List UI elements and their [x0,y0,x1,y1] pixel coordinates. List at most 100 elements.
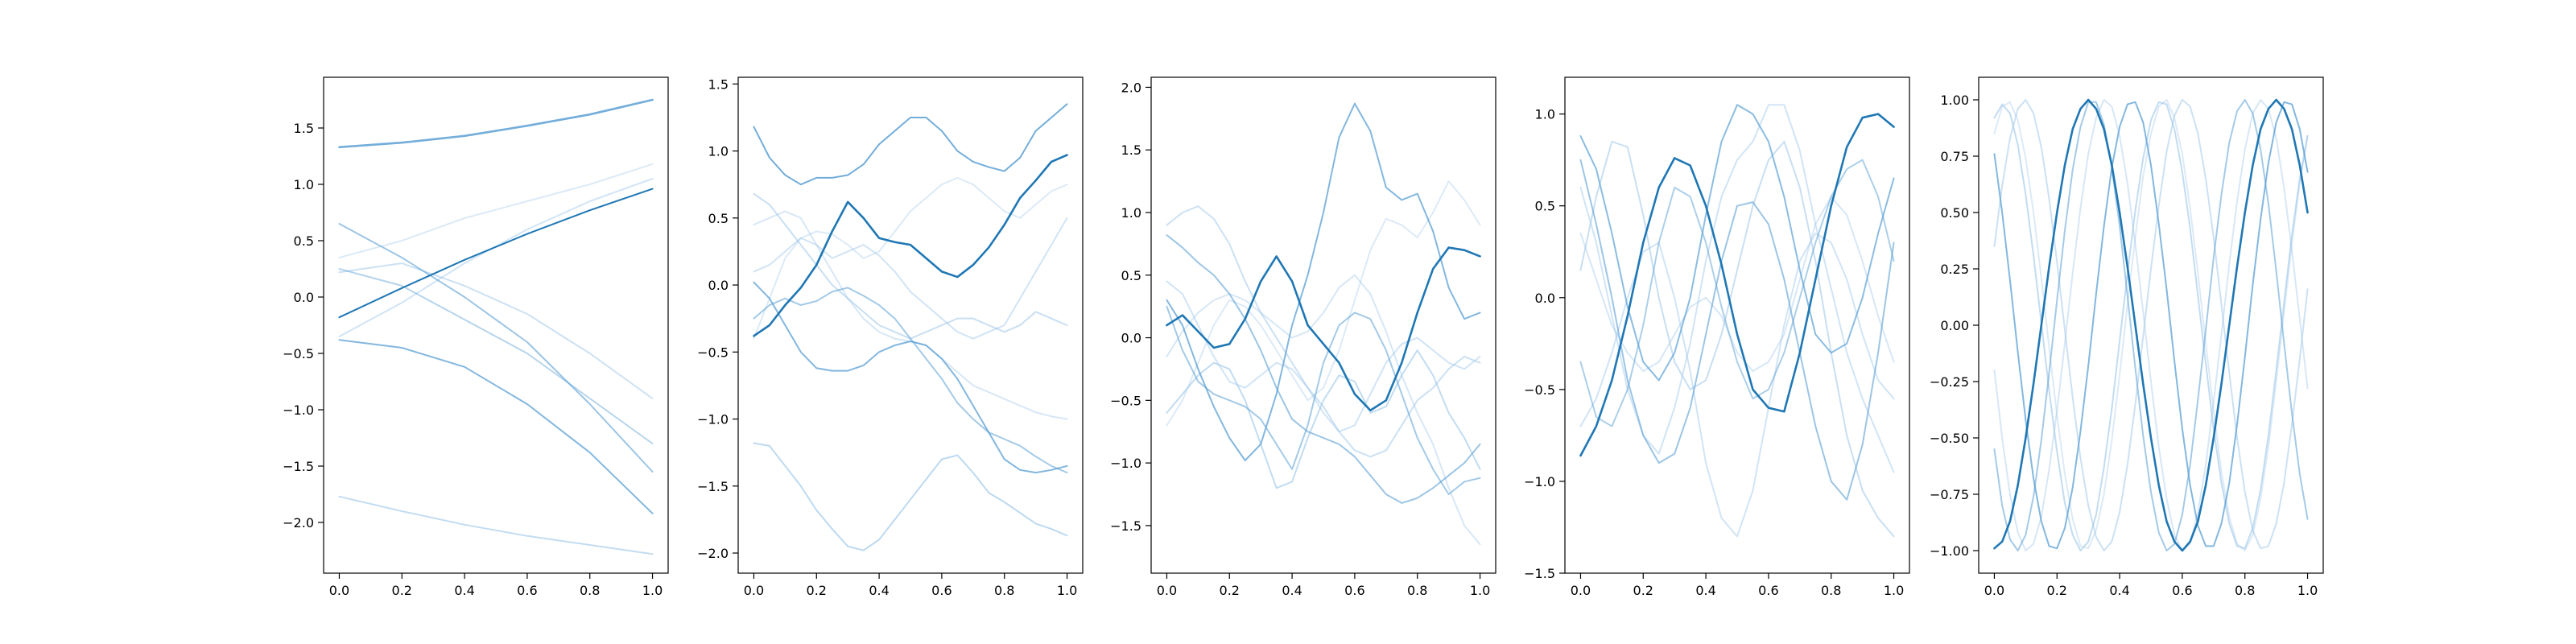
x-tick-label: 0.0 [1984,583,2004,598]
series-line-6 [753,192,1068,340]
chart-panel-5: 0.0 0.2 0.4 0.6 0.8 1.0 −1.00 −0.75 −0.50 −0.25 0.… [1930,76,2324,598]
series-group [753,103,1068,551]
y-tick-label: −0.5 [697,345,729,360]
x-tick-label: 0.0 [744,583,764,598]
y-tick-label: 1.5 [708,76,729,92]
x-tick-label: 0.0 [329,583,349,598]
y-tick-label: 1.5 [1121,142,1141,158]
y-tick-label: −1.0 [283,402,314,418]
series-group [1579,104,1895,538]
x-tick-label: 0.8 [1821,583,1841,598]
y-tick-label: 1.00 [1940,93,1969,108]
y-tick-label: 0.0 [294,290,314,305]
y-tick-label: −1.5 [697,479,729,494]
x-tick-label: 0.4 [1695,583,1715,598]
x-tick-label: 0.0 [1571,583,1591,598]
chart-panel-3: 0.0 0.2 0.4 0.6 0.8 1.0 −1.5 −1.0 −0.5 0.0 0.5 1.0 1… [1110,76,1496,598]
series-line-8 [1579,196,1895,373]
x-tick-label: 0.2 [1220,583,1240,598]
x-tick-label: 0.8 [1407,583,1427,598]
y-tick-label: 1.0 [1535,107,1555,122]
x-tick-label: 0.6 [2172,583,2192,598]
x-tick-label: 0.6 [931,583,952,598]
y-tick-label: 0.0 [1121,331,1141,346]
series-line-8 [753,176,1068,340]
y-tick-label: 0.75 [1940,149,1969,164]
series-line-6 [1579,104,1895,473]
y-tick-label: 0.5 [708,211,729,226]
axes-frame [323,76,669,574]
series-line-9 [338,495,654,555]
axes-frame [1564,76,1910,574]
y-tick-label: 0.5 [294,233,314,249]
y-tick-label: −0.5 [1524,382,1555,398]
y-tick-label: −0.50 [1930,431,1969,446]
series-line-5 [1993,99,2309,551]
series-line-8 [1166,274,1481,546]
series-line-3 [1166,234,1481,504]
series-line-6 [1993,99,2309,551]
y-tick-label: −0.25 [1930,374,1969,390]
chart-panel-4: 0.0 0.2 0.4 0.6 0.8 1.0 −1.5 −1.0 −0.5 0.0 0.5 1.0 [1524,76,1910,598]
y-tick-label: −1.5 [1524,566,1555,581]
series-line-2 [753,103,1068,186]
y-tick-label: 1.0 [294,177,314,192]
y-tick-label: −0.75 [1930,487,1969,502]
y-tick-label: 2.0 [1121,80,1141,95]
series-line-7 [1993,99,2309,551]
y-tick-label: 0.0 [708,278,729,293]
x-tick-label: 1.0 [1884,583,1904,598]
series-line-5 [1166,349,1481,489]
x-tick-label: 0.6 [1344,583,1364,598]
series-line-4 [753,287,1068,474]
series-line-6 [1166,205,1481,458]
series-group [1993,98,2309,552]
series-line-7 [338,178,654,337]
series-line-1 [1166,246,1481,412]
series-line-1 [338,98,654,149]
y-tick-label: −1.5 [1110,518,1141,534]
series-line-4 [1166,305,1481,495]
y-tick-label: −1.00 [1930,543,1969,559]
y-tick-label: −1.0 [697,412,729,427]
series-line-1 [1993,98,2309,552]
axes-frame [1978,76,2324,574]
series-line-2 [1166,102,1481,461]
y-tick-label: −1.0 [1110,456,1141,471]
y-tick-label: −0.5 [1110,393,1141,408]
y-tick-label: 1.0 [1121,205,1141,221]
series-line-4 [1993,101,2309,551]
series-line-1 [1579,113,1895,457]
y-tick-label: 0.5 [1121,268,1141,283]
y-tick-label: 0.00 [1940,318,1969,333]
series-line-7 [1579,232,1895,538]
x-tick-label: 0.2 [392,583,412,598]
series-line-2 [1993,101,2309,550]
axes-frame [737,76,1084,574]
series-line-4 [1579,159,1895,427]
series-line-3 [753,281,1068,474]
x-tick-label: 0.2 [807,583,827,598]
series-line-7 [753,217,1068,340]
y-tick-label: 0.0 [1535,291,1555,306]
series-line-5 [1579,140,1895,538]
x-tick-label: 0.6 [517,583,537,598]
x-tick-label: 0.8 [994,583,1014,598]
series-line-9 [753,210,1068,420]
chart-panel-2: 0.0 0.2 0.4 0.6 0.8 1.0 −2.0 −1.5 −1.0 −0.5 0.0 0.5… [697,76,1084,598]
series-line-2 [1579,104,1895,382]
y-tick-label: −1.0 [1524,474,1555,489]
x-tick-label: 1.0 [2297,583,2318,598]
x-tick-label: 0.2 [2047,583,2067,598]
y-tick-label: 0.50 [1940,205,1969,221]
y-tick-label: −2.0 [697,546,729,561]
series-line-3 [338,223,654,473]
y-tick-label: −1.5 [283,459,314,474]
x-tick-label: 0.8 [580,583,600,598]
y-tick-label: −2.0 [283,515,314,530]
series-line-5 [338,268,654,444]
x-tick-label: 1.0 [1470,583,1490,598]
x-tick-label: 0.8 [2235,583,2255,598]
y-tick-label: 0.25 [1940,262,1969,277]
